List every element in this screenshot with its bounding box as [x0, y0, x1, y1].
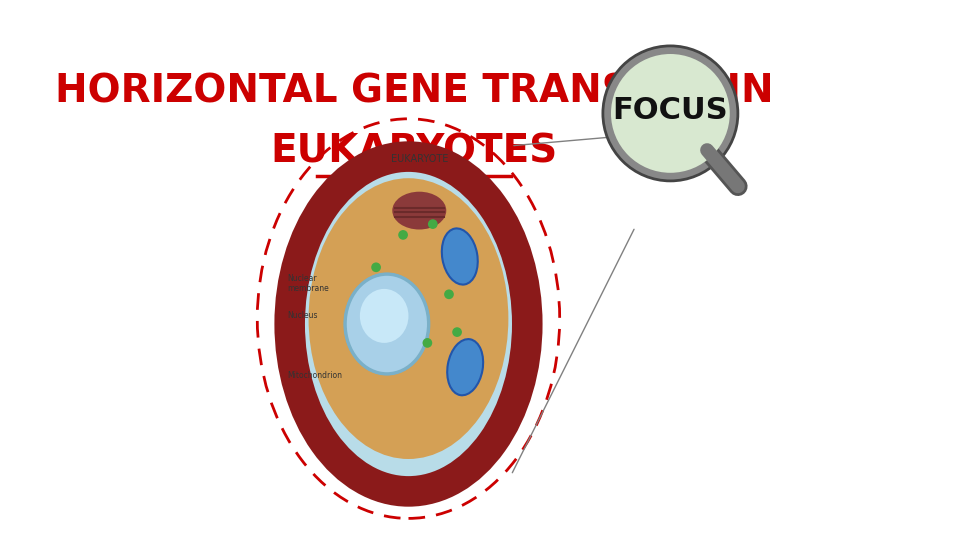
Circle shape [603, 46, 738, 181]
Text: Nucleus: Nucleus [287, 312, 318, 320]
Text: EUKARYOTE: EUKARYOTE [391, 154, 448, 164]
Ellipse shape [290, 157, 527, 491]
Ellipse shape [447, 339, 483, 395]
Text: Nuclear
membrane: Nuclear membrane [287, 274, 328, 293]
Circle shape [372, 262, 381, 272]
Text: Mitochondrion: Mitochondrion [287, 371, 342, 380]
Circle shape [611, 54, 730, 173]
Ellipse shape [442, 228, 478, 285]
Text: FOCUS: FOCUS [612, 96, 729, 125]
Circle shape [422, 338, 432, 348]
Text: EUKARYOTES: EUKARYOTES [271, 132, 558, 170]
Text: HORIZONTAL GENE TRANSFER IN: HORIZONTAL GENE TRANSFER IN [55, 73, 773, 111]
Circle shape [398, 230, 408, 240]
Circle shape [452, 327, 462, 337]
Ellipse shape [345, 274, 429, 374]
Circle shape [444, 289, 454, 299]
Ellipse shape [393, 192, 446, 230]
Ellipse shape [308, 178, 509, 459]
Circle shape [428, 219, 438, 229]
Ellipse shape [360, 289, 408, 343]
